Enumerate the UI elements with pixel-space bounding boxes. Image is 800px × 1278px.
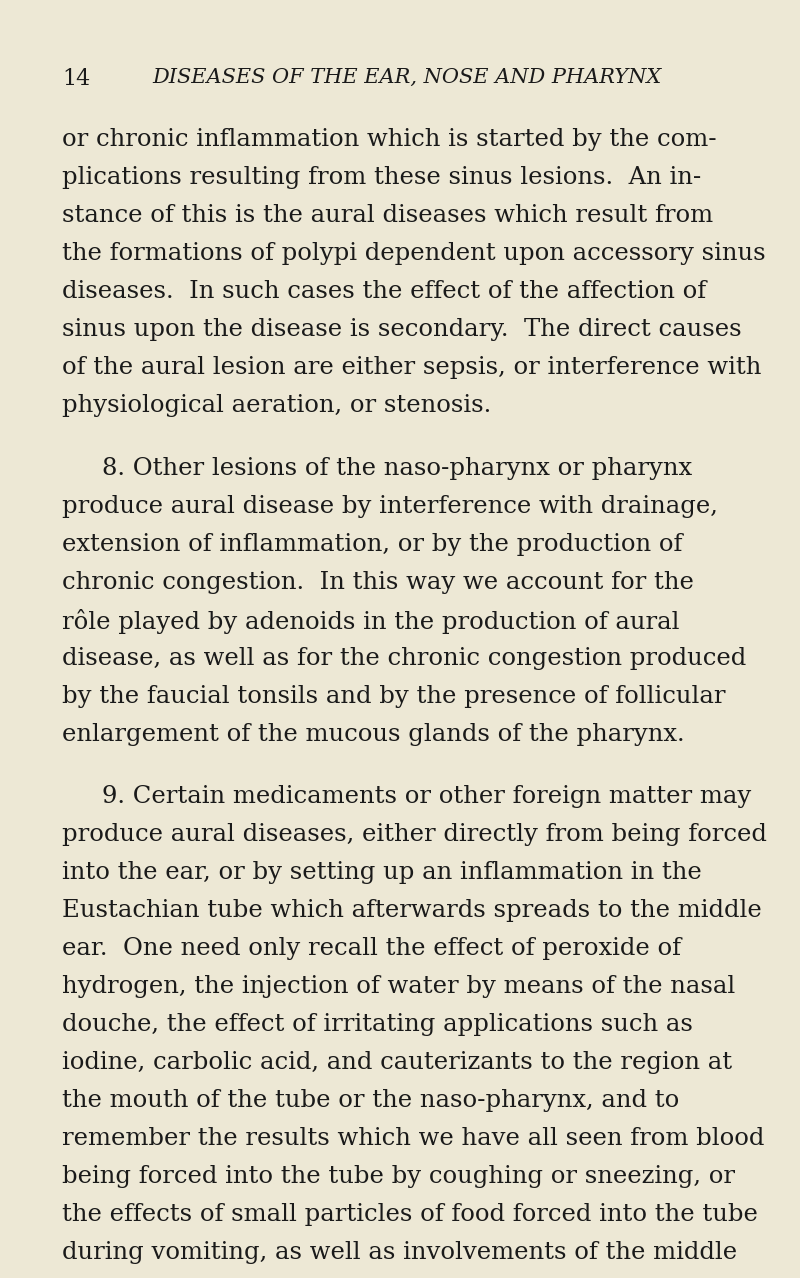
Text: 8. Other lesions of the naso-pharynx or pharynx: 8. Other lesions of the naso-pharynx or … [102,456,692,479]
Text: of the aural lesion are either sepsis, or interference with: of the aural lesion are either sepsis, o… [62,357,762,380]
Text: diseases.  In such cases the effect of the affection of: diseases. In such cases the effect of th… [62,280,706,303]
Text: the effects of small particles of food forced into the tube: the effects of small particles of food f… [62,1204,758,1227]
Text: stance of this is the aural diseases which result from: stance of this is the aural diseases whi… [62,204,713,227]
Text: disease, as well as for the chronic congestion produced: disease, as well as for the chronic cong… [62,647,746,670]
Text: rôle played by adenoids in the production of aural: rôle played by adenoids in the productio… [62,608,679,634]
Text: enlargement of the mucous glands of the pharynx.: enlargement of the mucous glands of the … [62,722,685,745]
Text: sinus upon the disease is secondary.  The direct causes: sinus upon the disease is secondary. The… [62,318,742,341]
Text: or chronic inflammation which is started by the com-: or chronic inflammation which is started… [62,128,717,151]
Text: produce aural disease by interference with drainage,: produce aural disease by interference wi… [62,495,718,518]
Text: by the faucial tonsils and by the presence of follicular: by the faucial tonsils and by the presen… [62,685,726,708]
Text: plications resulting from these sinus lesions.  An in-: plications resulting from these sinus le… [62,166,702,189]
Text: DISEASES OF THE EAR, NOSE AND PHARYNX: DISEASES OF THE EAR, NOSE AND PHARYNX [152,68,662,87]
Text: the formations of polypi dependent upon accessory sinus: the formations of polypi dependent upon … [62,242,766,265]
Text: the mouth of the tube or the naso-pharynx, and to: the mouth of the tube or the naso-pharyn… [62,1089,679,1112]
Text: 14: 14 [62,68,90,89]
Text: 9. Certain medicaments or other foreign matter may: 9. Certain medicaments or other foreign … [102,786,751,809]
Text: during vomiting, as well as involvements of the middle: during vomiting, as well as involvements… [62,1241,737,1264]
Text: remember the results which we have all seen from blood: remember the results which we have all s… [62,1127,764,1150]
Text: physiological aeration, or stenosis.: physiological aeration, or stenosis. [62,394,491,417]
Text: douche, the effect of irritating applications such as: douche, the effect of irritating applica… [62,1013,693,1036]
Text: produce aural diseases, either directly from being forced: produce aural diseases, either directly … [62,823,767,846]
Text: chronic congestion.  In this way we account for the: chronic congestion. In this way we accou… [62,571,694,594]
Text: ear.  One need only recall the effect of peroxide of: ear. One need only recall the effect of … [62,937,681,960]
Text: hydrogen, the injection of water by means of the nasal: hydrogen, the injection of water by mean… [62,975,735,998]
Text: being forced into the tube by coughing or sneezing, or: being forced into the tube by coughing o… [62,1166,735,1189]
Text: iodine, carbolic acid, and cauterizants to the region at: iodine, carbolic acid, and cauterizants … [62,1052,732,1075]
Text: into the ear, or by setting up an inflammation in the: into the ear, or by setting up an inflam… [62,861,702,884]
Text: Eustachian tube which afterwards spreads to the middle: Eustachian tube which afterwards spreads… [62,900,762,923]
Text: extension of inflammation, or by the production of: extension of inflammation, or by the pro… [62,533,682,556]
